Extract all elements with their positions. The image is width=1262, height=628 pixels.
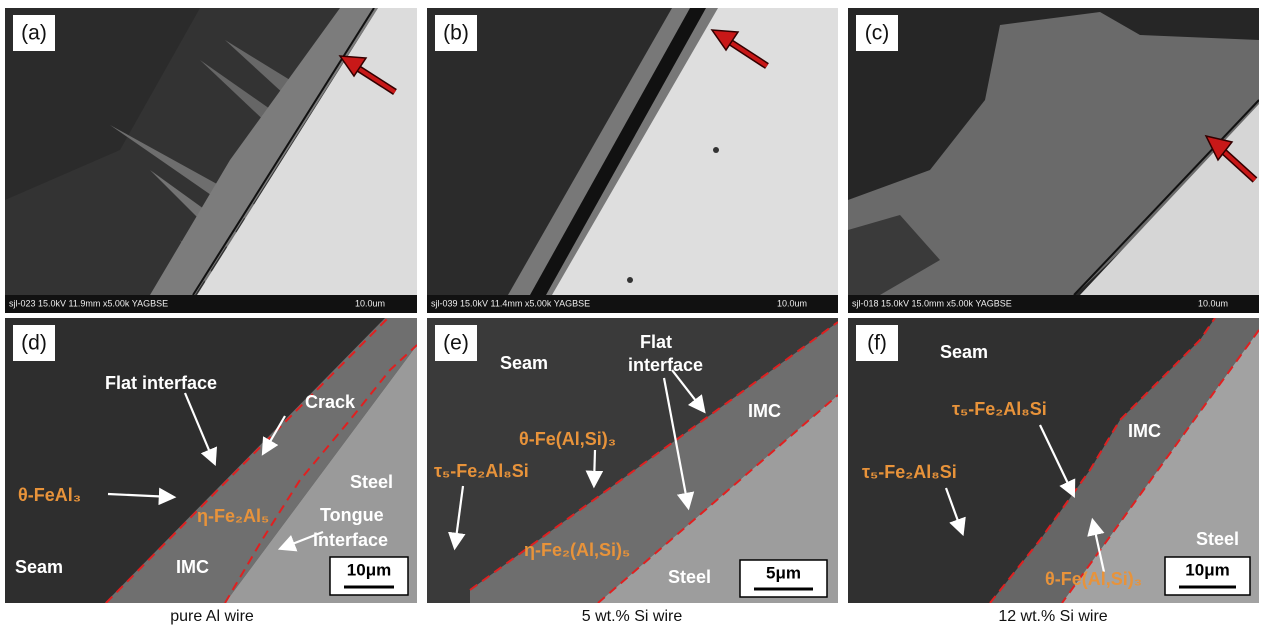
- annotation: Tongue: [320, 505, 384, 525]
- caption: 5 wt.% Si wire: [582, 608, 683, 625]
- annotation: Seam: [15, 557, 63, 577]
- panel-label: (e): [443, 332, 469, 355]
- panel-a: [5, 8, 417, 313]
- panel-label: (f): [867, 332, 887, 355]
- annotation: Crack: [305, 392, 356, 412]
- circle-shape: [627, 277, 633, 283]
- sem-info: sjl-018 15.0kV 15.0mm x5.00k YAGBSE: [852, 298, 1012, 308]
- caption: pure Al wire: [170, 608, 254, 625]
- body: (a) sjl-023 15.0kV 11.9mm x5.00k YAGBSE 10…: [0, 0, 1262, 628]
- annotation: τ₅-Fe₂Al₈Si: [434, 461, 529, 481]
- annotation: Seam: [500, 353, 548, 373]
- annotation: Steel: [350, 472, 393, 492]
- annotation: τ₅-Fe₂Al₈Si: [862, 462, 957, 482]
- annotation: θ-FeAl₃: [18, 485, 81, 505]
- annotation: IMC: [1128, 421, 1161, 441]
- scale-bar-label: 10μm: [347, 560, 391, 579]
- annotation: θ-Fe(Al,Si)₃: [519, 429, 616, 449]
- panel-label: (c): [865, 22, 890, 45]
- annotation: IMC: [748, 401, 781, 421]
- sem-info: sjl-023 15.0kV 11.9mm x5.00k YAGBSE: [9, 298, 168, 308]
- page: SEM micrographs {"panels": [ {"label": "…: [0, 0, 1262, 628]
- arw-shape: [594, 450, 595, 484]
- scale-bar-label: 5μm: [766, 563, 801, 582]
- annotation: η-Fe₂(Al,Si)₅: [524, 540, 630, 560]
- panel-b: [427, 8, 838, 313]
- figure: (a) sjl-023 15.0kV 11.9mm x5.00k YAGBSE 10…: [0, 0, 1262, 628]
- sem-info: sjl-039 15.0kV 11.4mm x5.00k YAGBSE: [431, 298, 590, 308]
- sem-scale: 10.0um: [355, 298, 385, 308]
- scale-bar-label: 10μm: [1185, 560, 1229, 579]
- annotation: Steel: [668, 567, 711, 587]
- caption: 12 wt.% Si wire: [998, 608, 1107, 625]
- sem-scale: 10.0um: [1198, 298, 1228, 308]
- sem-scale: 10.0um: [777, 298, 807, 308]
- panel-label: (a): [21, 22, 47, 45]
- annotation: Flat interface: [105, 373, 217, 393]
- annotation: θ-Fe(Al,Si)₃: [1045, 569, 1142, 589]
- panel-c: [848, 8, 1259, 313]
- annotation: Seam: [940, 342, 988, 362]
- panel-label: (b): [443, 22, 469, 45]
- annotation: Steel: [1196, 529, 1239, 549]
- annotation: IMC: [176, 557, 209, 577]
- panel-label: (d): [21, 332, 47, 355]
- annotation: Flat: [640, 332, 672, 352]
- annotation: interface: [628, 355, 703, 375]
- annotation: η-Fe₂Al₅: [197, 506, 269, 526]
- circle-shape: [713, 147, 719, 153]
- annotation: interface: [313, 530, 388, 550]
- annotation: τ₅-Fe₂Al₈Si: [952, 399, 1047, 419]
